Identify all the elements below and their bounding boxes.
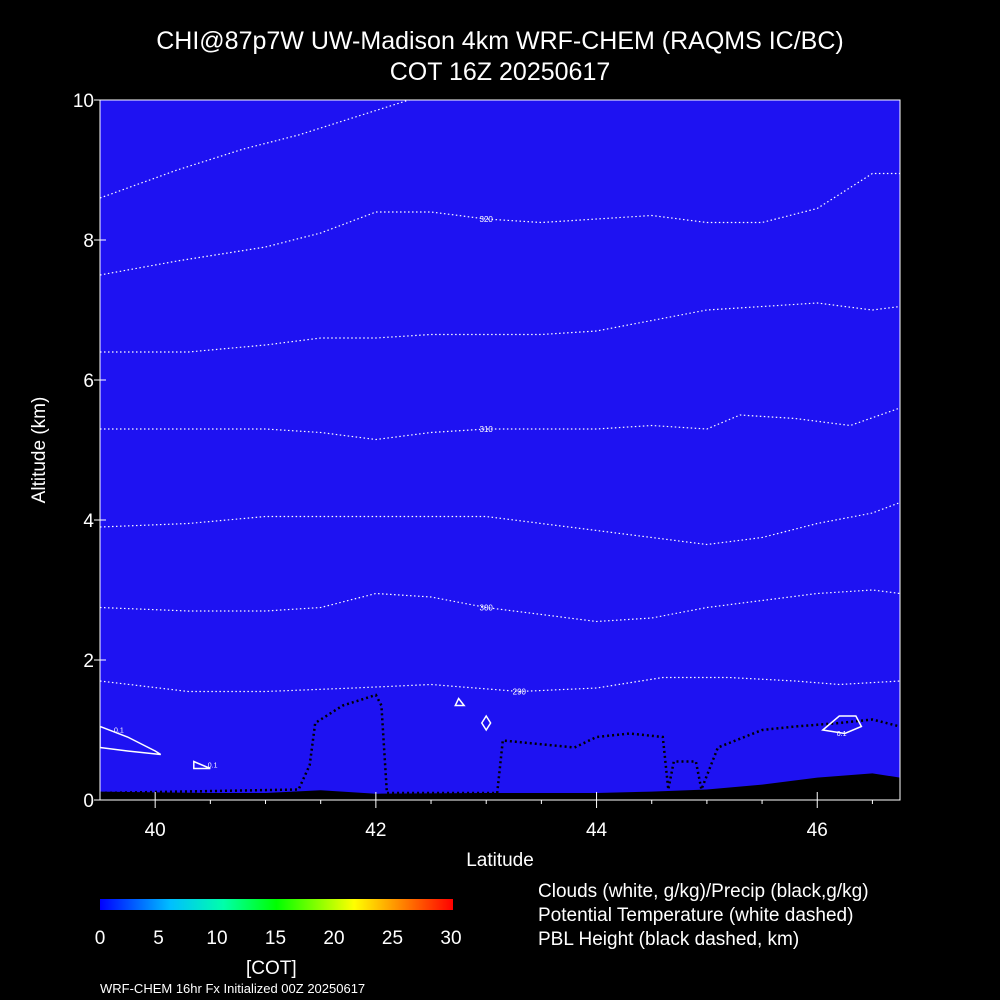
theta-contour-315 <box>100 302 900 353</box>
x-tick-label: 40 <box>145 820 166 841</box>
colorbar-tick-label: 10 <box>206 928 228 949</box>
x-tick-label: 44 <box>586 820 608 841</box>
terrain-mask <box>100 773 900 800</box>
theta-contour-label: 310 <box>480 425 494 434</box>
x-axis-label: Latitude <box>466 850 534 871</box>
pbl-height-line <box>100 693 900 795</box>
theta-contour-290 <box>100 676 900 693</box>
colorbar <box>100 899 453 910</box>
theta-contour-320 <box>100 172 900 276</box>
y-axis-label: Altitude (km) <box>29 397 50 504</box>
colorbar-tick-label: 15 <box>264 928 287 949</box>
y-tick-label: 4 <box>83 511 94 532</box>
plot-area <box>100 100 900 800</box>
y-tick-label: 6 <box>83 371 94 392</box>
colorbar-tick-label: 5 <box>153 928 164 949</box>
colorbar-tick-label: 30 <box>440 928 462 949</box>
cloud-contour <box>454 697 466 707</box>
y-tick-label: 0 <box>83 791 94 812</box>
theta-contour-label: 290 <box>513 688 527 697</box>
colorbar-tick-label: 25 <box>381 928 404 949</box>
colorbar-label: [COT] <box>246 958 297 979</box>
footer-note: WRF-CHEM 16hr Fx Initialized 00Z 2025061… <box>100 981 366 996</box>
cloud-contour <box>100 725 162 756</box>
x-tick-label: 46 <box>807 820 828 841</box>
cloud-contour-label: 0.1 <box>837 731 847 738</box>
y-tick-label: 10 <box>73 91 94 112</box>
cloud-contour-label: 0.1 <box>208 763 218 770</box>
theta-contour-label: 300 <box>480 604 494 613</box>
theta-contour-310 <box>100 407 900 441</box>
cloud-contour-label: 0.1 <box>114 728 124 735</box>
plot-frame <box>99 99 901 801</box>
chart-subtitle: COT 16Z 20250617 <box>389 58 611 86</box>
legend-potential-temperature: Potential Temperature (white dashed) <box>538 905 854 926</box>
theta-contour-300 <box>100 589 900 623</box>
y-tick-label: 8 <box>83 231 94 252</box>
cloud-contour <box>193 760 211 770</box>
colorbar-tick-label: 0 <box>94 928 106 949</box>
cloud-contour <box>480 714 492 732</box>
chart-title: CHI@87p7W UW-Madison 4km WRF-CHEM (RAQMS… <box>156 27 844 55</box>
x-tick-label: 42 <box>365 820 386 841</box>
theta-contour-325 <box>100 100 416 199</box>
legend-clouds: Clouds (white, g/kg)/Precip (black,g/kg) <box>538 881 869 902</box>
colorbar-tick-label: 20 <box>323 928 345 949</box>
theta-contour-305 <box>100 501 900 546</box>
y-tick-label: 2 <box>83 651 94 672</box>
legend-pbl-height: PBL Height (black dashed, km) <box>538 929 800 950</box>
theta-contour-label: 320 <box>480 215 494 224</box>
cloud-contour <box>821 715 863 735</box>
